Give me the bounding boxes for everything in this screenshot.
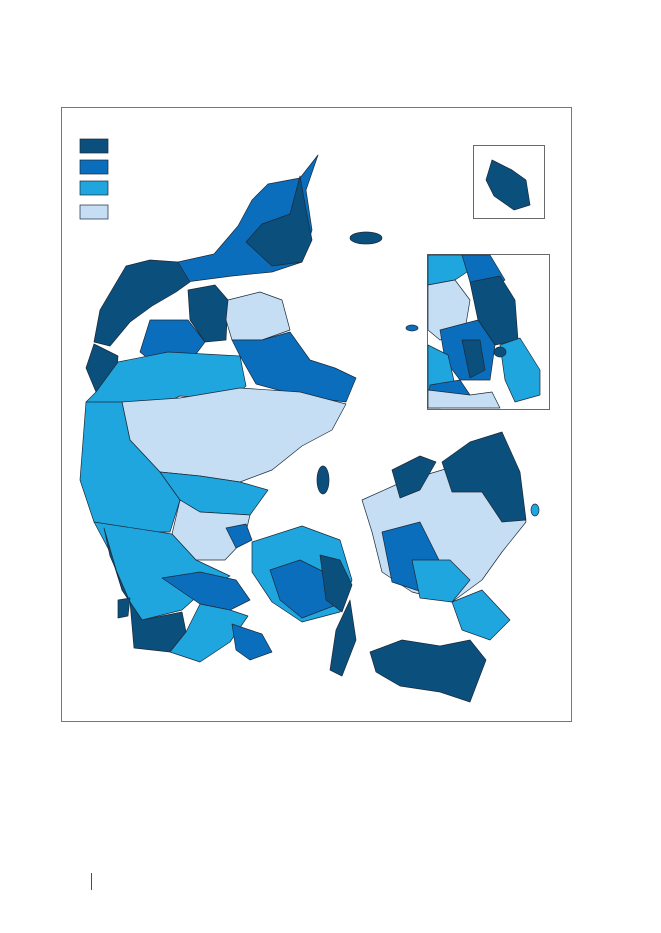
legend-swatch: [79, 159, 109, 175]
legend: [79, 138, 109, 220]
region: [451, 589, 511, 641]
region: [441, 431, 527, 523]
region: [225, 291, 291, 341]
region: [499, 337, 541, 403]
municipalities: [79, 154, 540, 703]
region: [316, 465, 330, 495]
region: [231, 623, 273, 661]
region: [231, 331, 357, 403]
region: [349, 231, 383, 245]
region: [493, 346, 507, 358]
region: [225, 523, 253, 549]
region: [93, 259, 191, 347]
legend-swatch: [79, 204, 109, 220]
region: [461, 339, 486, 379]
legend-swatch: [79, 180, 109, 196]
region: [369, 639, 487, 703]
region: [169, 603, 249, 663]
region: [245, 175, 313, 267]
region: [530, 503, 540, 517]
region: [427, 254, 471, 286]
region: [329, 599, 357, 677]
region: [319, 554, 353, 613]
region: [427, 389, 501, 409]
copenhagen-inset: [427, 254, 541, 409]
region: [187, 284, 229, 343]
region: [411, 559, 471, 603]
region: [405, 324, 419, 332]
region: [117, 597, 131, 619]
region: [391, 455, 437, 499]
region: [485, 159, 531, 211]
region: [79, 401, 181, 533]
legend-swatch: [79, 138, 109, 154]
